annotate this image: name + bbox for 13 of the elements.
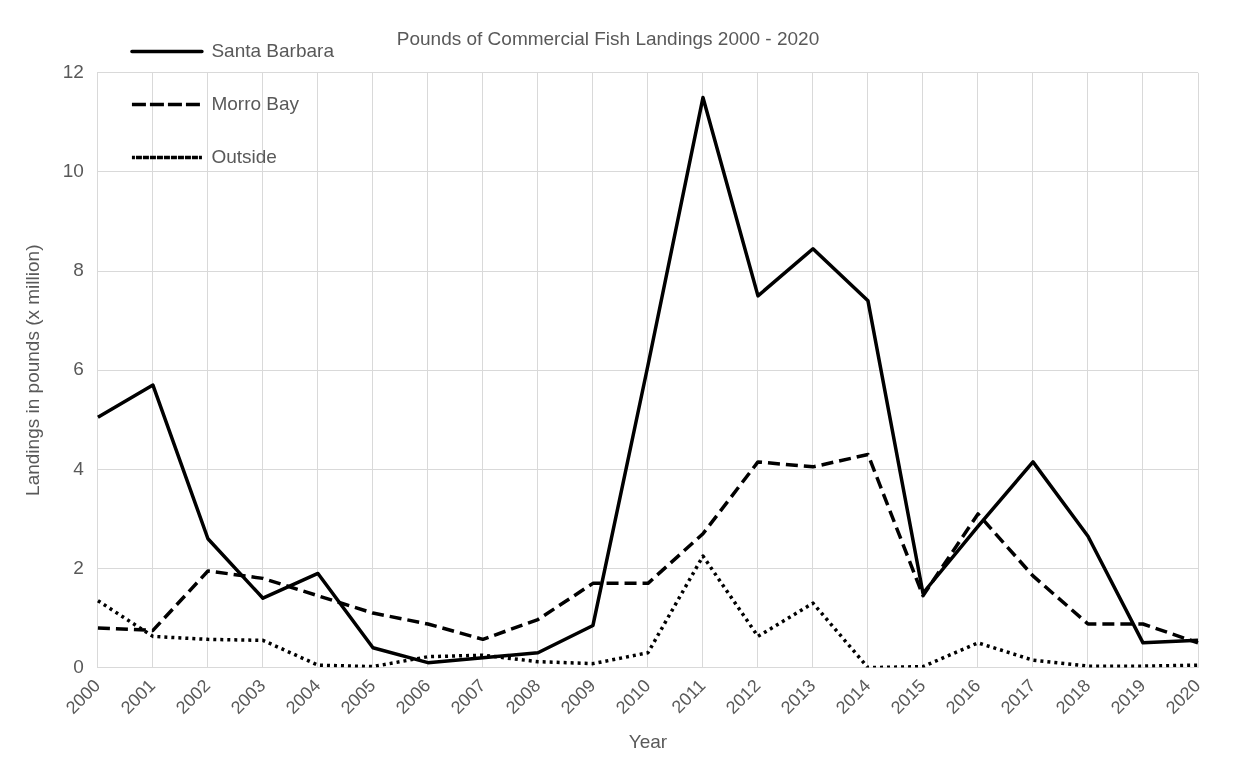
y-tick-label: 10 (62, 160, 84, 182)
y-tick-label: 4 (73, 457, 85, 479)
y-tick-label: 6 (73, 358, 84, 380)
y-axis-title: Landings in pounds (x million) (21, 244, 43, 496)
y-tick-label: 2 (73, 556, 84, 578)
legend-label: Santa Barbara (211, 39, 335, 61)
x-axis-title: Year (628, 730, 668, 752)
y-tick-label: 12 (62, 61, 84, 83)
y-tick-label: 0 (73, 655, 84, 677)
y-tick-label: 8 (73, 259, 84, 281)
legend-label: Morro Bay (211, 92, 300, 114)
legend-label: Outside (211, 145, 277, 167)
chart-title: Pounds of Commercial Fish Landings 2000 - 2020 (396, 27, 820, 49)
